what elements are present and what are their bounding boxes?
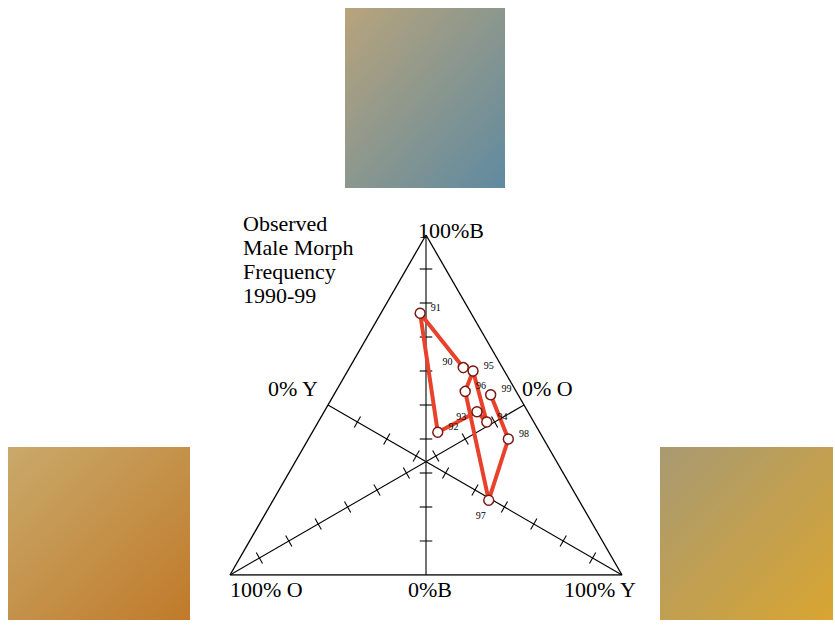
svg-text:0% O: 0% O: [522, 376, 573, 401]
svg-text:90: 90: [442, 356, 452, 367]
svg-text:91: 91: [431, 302, 441, 313]
svg-text:99: 99: [501, 383, 511, 394]
svg-text:100% O: 100% O: [230, 577, 303, 602]
svg-text:Frequency: Frequency: [243, 259, 341, 284]
svg-text:97: 97: [476, 510, 486, 521]
svg-text:92: 92: [449, 421, 459, 432]
svg-text:94: 94: [498, 411, 508, 422]
svg-text:0%B: 0%B: [408, 577, 452, 602]
svg-text:100% Y: 100% Y: [564, 577, 636, 602]
svg-text:0% Y: 0% Y: [268, 376, 318, 401]
svg-text:Male Morph: Male Morph: [243, 235, 359, 260]
svg-text:Observed: Observed: [243, 211, 333, 236]
svg-text:100%B: 100%B: [418, 217, 484, 243]
svg-text:95: 95: [484, 360, 494, 371]
svg-text:96: 96: [476, 380, 486, 391]
svg-text:98: 98: [519, 428, 529, 439]
svg-text:93: 93: [456, 411, 466, 422]
svg-text:1990-99: 1990-99: [243, 283, 316, 308]
